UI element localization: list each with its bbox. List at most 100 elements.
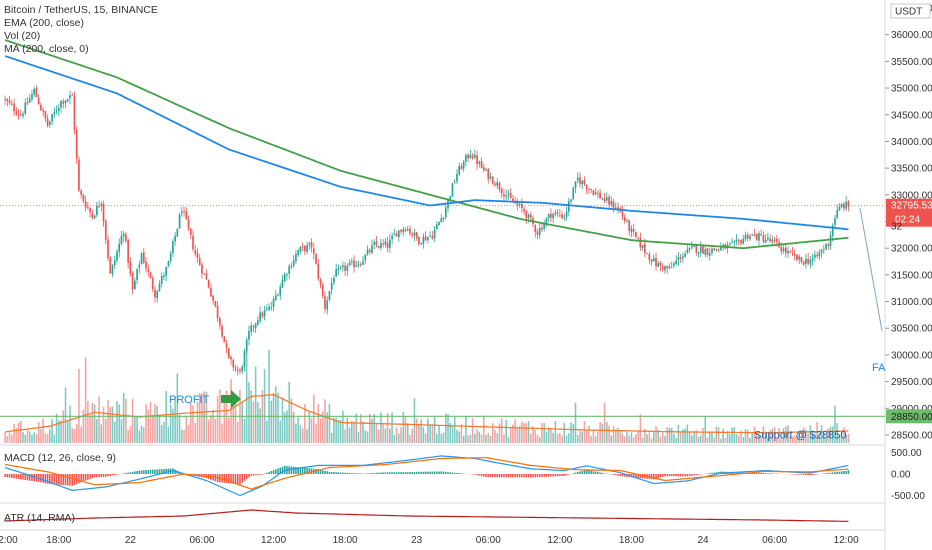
volume-bar [805, 429, 807, 443]
macd-hist-bar [494, 474, 496, 478]
volume-bar [628, 435, 630, 443]
macd-hist-bar [46, 474, 49, 484]
candle-body [26, 101, 29, 104]
volume-bar [26, 429, 29, 443]
candle-body [659, 262, 662, 266]
macd-hist-bar [221, 474, 223, 483]
candle-body [720, 247, 722, 251]
candle-body [708, 253, 711, 256]
candle-body [404, 229, 407, 231]
candle-body [791, 252, 794, 254]
macd-hist-bar [243, 474, 246, 481]
macd-hist-bar [254, 474, 257, 476]
volume-bar [393, 434, 396, 443]
macd-hist-bar [686, 474, 689, 477]
volume-bar [181, 429, 183, 443]
volume-bar [769, 430, 771, 443]
candle-body [109, 257, 112, 274]
volume-bar [342, 410, 344, 443]
candle-body [344, 265, 346, 271]
volume-bar [44, 433, 47, 443]
candle-body [576, 177, 579, 181]
candle-body [471, 155, 474, 159]
volume-bar [823, 431, 825, 443]
macd-hist-bar [807, 474, 809, 476]
candle-body [57, 108, 60, 112]
candle-body [758, 233, 760, 241]
candle-body [677, 256, 680, 261]
macd-hist-bar [623, 474, 626, 477]
volume-bar [568, 433, 570, 443]
volume-bar [762, 426, 765, 443]
volume-bar [760, 437, 762, 443]
volume-bar [433, 416, 436, 443]
macd-hist-bar [377, 472, 380, 474]
volume-bar [552, 432, 554, 443]
symbol-title: Bitcoin / TetherUS, 15, BINANCE [4, 4, 158, 16]
macd-hist-bar [827, 472, 830, 474]
price-tick-label: 30500.00 [891, 324, 932, 335]
currency-label: USDT [895, 7, 922, 18]
time-tick-label: 06:00 [189, 535, 214, 546]
volume-bar [793, 435, 796, 443]
candle-body [482, 167, 485, 171]
volume-bar [308, 410, 311, 443]
candle-body [588, 188, 590, 190]
candle-body [543, 223, 546, 229]
macd-hist-bar [500, 474, 503, 478]
volume-bar [266, 420, 268, 443]
macd-hist-bar [760, 472, 762, 474]
candle-body [326, 300, 329, 310]
candle-body [362, 261, 364, 265]
volume-bar [185, 415, 188, 443]
macd-hist-bar [151, 469, 154, 474]
candle-body [259, 312, 261, 322]
volume-bar [15, 428, 18, 443]
volume-bar [404, 416, 407, 443]
profit-label: PROFIT [169, 394, 210, 406]
macd-hist-bar [814, 474, 816, 475]
volume-bar [33, 432, 35, 443]
candle-body [212, 295, 214, 301]
volume-bar [51, 418, 53, 443]
volume-bar [811, 435, 814, 443]
macd-hist-bar [116, 474, 118, 475]
macd-hist-bar [368, 473, 371, 474]
macd-hist-bar [655, 474, 657, 479]
volume-bar [364, 430, 367, 443]
signal-line [4, 456, 849, 490]
macd-hist-bar [140, 470, 143, 474]
macd-hist-bar [576, 471, 579, 474]
candle-body [451, 183, 454, 197]
macd-hist-bar [391, 472, 393, 474]
candle-body [102, 204, 105, 222]
candle-body [796, 254, 798, 260]
candle-body [154, 289, 156, 298]
macd-hist-bar [297, 467, 299, 474]
candle-body [585, 185, 588, 190]
volume-bar [453, 416, 456, 443]
macd-hist-bar [15, 474, 18, 479]
macd-line [4, 455, 849, 497]
volume-bar [353, 421, 355, 443]
candle-body [167, 261, 170, 267]
candle-body [460, 166, 463, 170]
volume-bar [456, 429, 458, 443]
volume-bar [802, 427, 805, 443]
volume-bar [767, 437, 769, 443]
macd-hist-bar [393, 472, 396, 474]
macd-hist-bar [496, 474, 499, 478]
macd-hist-bar [339, 472, 342, 474]
macd-hist-bar [666, 474, 669, 477]
volume-bar [140, 425, 143, 443]
candle-body [145, 261, 147, 269]
candle-body [89, 208, 91, 213]
candle-body [433, 229, 436, 239]
macd-hist-bar [28, 474, 31, 481]
volume-bar [639, 414, 642, 443]
macd-hist-bar [163, 468, 165, 474]
macd-hist-bar [109, 474, 112, 476]
candle-body [731, 242, 733, 244]
volume-bar [420, 419, 422, 443]
